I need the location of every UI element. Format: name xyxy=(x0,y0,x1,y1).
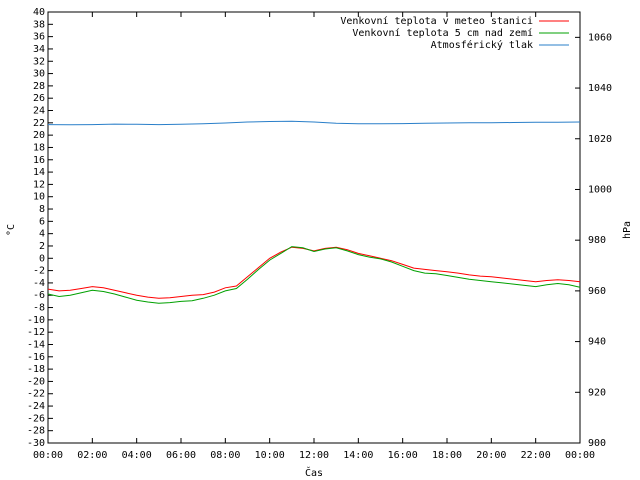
y-tick-label: 32 xyxy=(33,56,45,67)
y-tick-label: -20 xyxy=(27,376,45,387)
y-tick-label: 18 xyxy=(33,142,45,153)
y-tick-label: 22 xyxy=(33,118,45,129)
y-tick-label: -8 xyxy=(33,303,45,314)
y-tick-label: -30 xyxy=(27,438,45,449)
y2-tick-label: 1040 xyxy=(588,83,612,94)
y-tick-label: 34 xyxy=(33,44,45,55)
y-tick-label: 14 xyxy=(33,167,45,178)
x-tick-label: 06:00 xyxy=(166,450,196,461)
y-tick-label: 2 xyxy=(39,241,45,252)
x-tick-label: 08:00 xyxy=(210,450,240,461)
y2-tick-label: 1000 xyxy=(588,184,612,195)
x-tick-label: 10:00 xyxy=(255,450,285,461)
y-tick-label: 0 xyxy=(39,253,45,264)
y-tick-label: -12 xyxy=(27,327,45,338)
y-tick-label: -24 xyxy=(27,401,45,412)
y-tick-label: -28 xyxy=(27,426,45,437)
x-axis-ticks: 00:00 02:00 04:00 06:00 08:00 10:00 12:00 14:00… xyxy=(33,12,595,461)
legend-label: Venkovní teplota 5 cm nad zemí xyxy=(352,27,533,39)
y2-tick-label: 960 xyxy=(588,286,606,297)
x-tick-label: 22:00 xyxy=(521,450,551,461)
y-tick-label: 16 xyxy=(33,155,45,166)
y2-tick-label: 940 xyxy=(588,337,606,348)
x-tick-label: 02:00 xyxy=(77,450,107,461)
y2-tick-label: 980 xyxy=(588,235,606,246)
x-tick-label: 14:00 xyxy=(343,450,373,461)
y2-axis-ticks: 1060 1040 1020 1000 980 960 940 920 900 xyxy=(575,32,612,449)
series-layer xyxy=(47,120,581,304)
x-tick-label: 04:00 xyxy=(122,450,152,461)
x-tick-label: 00:00 xyxy=(565,450,595,461)
x-tick-label: 16:00 xyxy=(388,450,418,461)
y2-tick-label: 1060 xyxy=(588,32,612,43)
series-line-2 xyxy=(47,246,581,304)
y-tick-label: 40 xyxy=(33,7,45,18)
x-tick-label: 12:00 xyxy=(299,450,329,461)
y-tick-label: -10 xyxy=(27,315,45,326)
y-tick-label: 30 xyxy=(33,69,45,80)
y-tick-label: 8 xyxy=(39,204,45,215)
y-axis-ticks: 4038363432302826242220181614121086420-2-… xyxy=(27,7,53,449)
y2-axis-label: hPa xyxy=(622,221,633,239)
y-tick-label: 12 xyxy=(33,179,45,190)
y2-tick-label: 920 xyxy=(588,387,606,398)
y-tick-label: 20 xyxy=(33,130,45,141)
y-tick-label: -16 xyxy=(27,352,45,363)
y-tick-label: 24 xyxy=(33,106,45,117)
y-tick-label: 10 xyxy=(33,192,45,203)
x-tick-label: 18:00 xyxy=(432,450,462,461)
y-tick-label: -14 xyxy=(27,339,45,350)
y-tick-label: 36 xyxy=(33,32,45,43)
y-tick-label: 4 xyxy=(39,229,45,240)
x-axis-label: Čas xyxy=(305,466,323,479)
x-tick-label: 00:00 xyxy=(33,450,63,461)
y-tick-label: 26 xyxy=(33,93,45,104)
y-axis-label: °C xyxy=(6,224,17,236)
y-tick-label: 38 xyxy=(33,19,45,30)
y-tick-label: -26 xyxy=(27,413,45,424)
y-tick-label: -2 xyxy=(33,266,45,277)
y-tick-label: 6 xyxy=(39,216,45,227)
series-line-3 xyxy=(47,120,581,126)
y2-tick-label: 900 xyxy=(588,438,606,449)
y-tick-label: -22 xyxy=(27,389,45,400)
series-line-1 xyxy=(47,246,581,299)
x-tick-label: 20:00 xyxy=(476,450,506,461)
y-tick-label: -4 xyxy=(33,278,45,289)
y-tick-label: 28 xyxy=(33,81,45,92)
legend: Venkovní teplota v meteo staniciVenkovní… xyxy=(340,15,569,51)
y-tick-label: -18 xyxy=(27,364,45,375)
legend-label: Atmosférický tlak xyxy=(431,39,533,51)
y2-tick-label: 1020 xyxy=(588,134,612,145)
y-tick-label: -6 xyxy=(33,290,45,301)
legend-label: Venkovní teplota v meteo stanici xyxy=(340,15,533,27)
plot-frame xyxy=(47,11,581,444)
